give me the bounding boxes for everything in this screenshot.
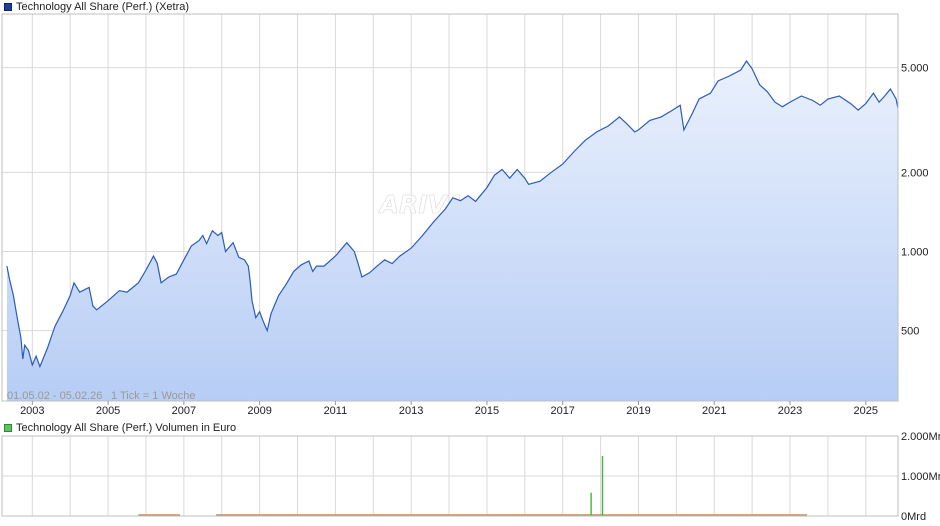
main-plot-frame — [1, 13, 899, 402]
date-range-label: 01.05.02 - 05.02.26 — [7, 390, 102, 402]
price-line — [6, 59, 899, 369]
main-x-axis: 2003 2005 2007 2009 2011 2013 2015 2017 2019 2021… — [20, 401, 878, 417]
x-tick-label: 2023 — [778, 405, 802, 417]
x-tick-label: 2013 — [399, 405, 423, 417]
volume-grid — [2, 435, 898, 517]
x-tick-label: 2021 — [702, 405, 726, 417]
x-tick-label: 2011 — [324, 405, 348, 417]
x-tick-label: 2025 — [854, 405, 878, 417]
volume-plot-frame — [1, 435, 899, 517]
x-tick-label: 2007 — [172, 405, 196, 417]
x-tick-label: 2009 — [247, 405, 271, 417]
main-legend: Technology All Share (Perf.) (Xetra) — [4, 0, 189, 14]
x-tick-label: 2019 — [626, 405, 650, 417]
x-tick-label: 2015 — [475, 405, 499, 417]
y-tick-label: 5.000 — [901, 63, 929, 75]
price-area — [6, 61, 898, 401]
tick-info-label: 1 Tick = 1 Woche — [111, 390, 195, 402]
volume-y-tick-label: 1.000Mrd — [901, 471, 940, 483]
x-tick-label: 2003 — [20, 405, 44, 417]
x-tick-label: 2005 — [96, 405, 120, 417]
x-tick-label: 2017 — [550, 405, 574, 417]
y-tick-label: 500 — [901, 326, 919, 338]
volume-legend: Technology All Share (Perf.) Volumen in … — [4, 421, 236, 435]
volume-swatch-icon — [4, 424, 12, 432]
series-label: Technology All Share (Perf.) (Xetra) — [16, 1, 190, 13]
main-y-axis: 500 1.000 2.000 5.000 — [901, 63, 929, 338]
volume-label: Technology All Share (Perf.) Volumen in … — [16, 422, 237, 434]
y-tick-label: 2.000 — [901, 167, 929, 179]
series-swatch-icon — [4, 3, 12, 11]
volume-y-tick-label: 0Mrd — [901, 511, 926, 523]
y-tick-label: 1.000 — [901, 246, 929, 258]
volume-y-axis: 0Mrd 1.000Mrd 2.000Mrd — [901, 431, 940, 523]
volume-y-tick-label: 2.000Mrd — [901, 431, 940, 443]
volume-bars — [590, 456, 604, 516]
